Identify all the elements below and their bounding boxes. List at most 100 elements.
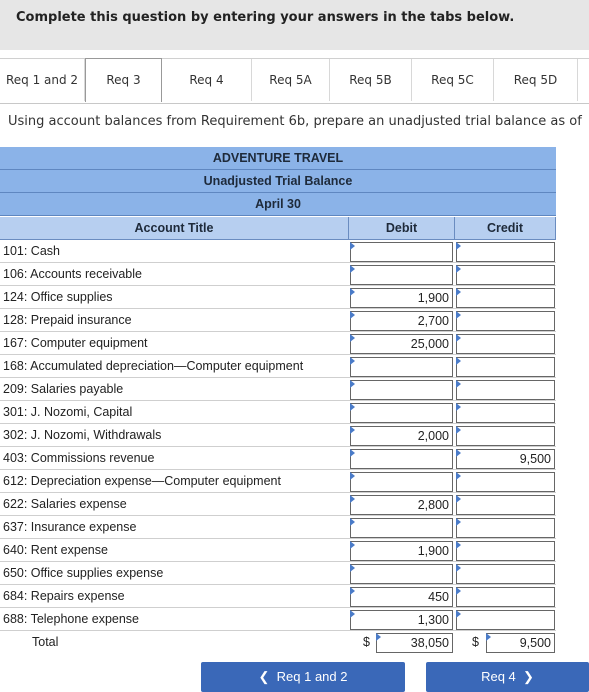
account-title-cell[interactable]: 302: J. Nozomi, Withdrawals bbox=[3, 428, 162, 442]
credit-input[interactable] bbox=[456, 541, 555, 561]
credit-input[interactable] bbox=[456, 311, 555, 331]
credit-input[interactable] bbox=[456, 426, 555, 446]
total-credit-input[interactable]: 9,500 bbox=[486, 633, 555, 653]
table-row: 124: Office supplies 1,900 bbox=[0, 286, 556, 309]
total-debit-input[interactable]: 38,050 bbox=[376, 633, 453, 653]
debit-input[interactable]: 2,000 bbox=[350, 426, 453, 446]
debit-input[interactable] bbox=[350, 449, 453, 469]
account-title-cell[interactable]: 124: Office supplies bbox=[3, 290, 113, 304]
table-row: 167: Computer equipment 25,000 bbox=[0, 332, 556, 355]
debit-input[interactable]: 450 bbox=[350, 587, 453, 607]
table-row: 168: Accumulated depreciation—Computer e… bbox=[0, 355, 556, 378]
credit-input[interactable] bbox=[456, 288, 555, 308]
debit-value: 1,300 bbox=[417, 613, 449, 627]
tab-req-5d[interactable]: Req 5D bbox=[494, 59, 578, 101]
debit-input[interactable] bbox=[350, 403, 453, 423]
cell-marker-icon bbox=[456, 587, 461, 595]
cell-marker-icon bbox=[456, 380, 461, 388]
tab-req-3[interactable]: Req 3 bbox=[85, 58, 162, 102]
debit-input[interactable] bbox=[350, 564, 453, 584]
debit-input[interactable] bbox=[350, 357, 453, 377]
account-title-cell[interactable]: 167: Computer equipment bbox=[3, 336, 148, 350]
cell-marker-icon bbox=[456, 426, 461, 434]
cell-marker-icon bbox=[456, 449, 461, 457]
debit-input[interactable] bbox=[350, 242, 453, 262]
table-row: 128: Prepaid insurance 2,700 bbox=[0, 309, 556, 332]
cell-marker-icon bbox=[350, 334, 355, 342]
debit-input[interactable] bbox=[350, 472, 453, 492]
debit-input[interactable]: 1,300 bbox=[350, 610, 453, 630]
cell-marker-icon bbox=[456, 472, 461, 480]
table-row: 101: Cash bbox=[0, 240, 556, 263]
debit-input[interactable]: 2,800 bbox=[350, 495, 453, 515]
account-title-cell[interactable]: 684: Repairs expense bbox=[3, 589, 125, 603]
credit-input[interactable] bbox=[456, 610, 555, 630]
tab-req-4[interactable]: Req 4 bbox=[162, 59, 252, 101]
column-header-credit: Credit bbox=[455, 217, 556, 240]
credit-input[interactable] bbox=[456, 472, 555, 492]
account-title-cell[interactable]: 612: Depreciation expense—Computer equip… bbox=[3, 474, 281, 488]
debit-value: 25,000 bbox=[410, 337, 449, 351]
account-title-cell[interactable]: 101: Cash bbox=[3, 244, 60, 258]
credit-input[interactable] bbox=[456, 357, 555, 377]
debit-input[interactable] bbox=[350, 265, 453, 285]
cell-marker-icon bbox=[350, 426, 355, 434]
account-title-cell[interactable]: 209: Salaries payable bbox=[3, 382, 124, 396]
credit-input[interactable] bbox=[456, 518, 555, 538]
cell-marker-icon bbox=[486, 633, 491, 641]
cell-marker-icon bbox=[456, 564, 461, 572]
credit-input[interactable]: 9,500 bbox=[456, 449, 555, 469]
table-row: 403: Commissions revenue 9,500 bbox=[0, 447, 556, 470]
account-title-cell[interactable]: 106: Accounts receivable bbox=[3, 267, 142, 281]
tab-req-1-and-2[interactable]: Req 1 and 2 bbox=[0, 59, 85, 101]
debit-input[interactable]: 25,000 bbox=[350, 334, 453, 354]
debit-value: 2,000 bbox=[417, 429, 449, 443]
instruction-header: Complete this question by entering your … bbox=[0, 0, 589, 50]
credit-input[interactable] bbox=[456, 587, 555, 607]
debit-input[interactable] bbox=[350, 380, 453, 400]
account-title-cell[interactable]: 650: Office supplies expense bbox=[3, 566, 164, 580]
debit-input[interactable]: 1,900 bbox=[350, 288, 453, 308]
credit-input[interactable] bbox=[456, 495, 555, 515]
credit-input[interactable] bbox=[456, 403, 555, 423]
credit-input[interactable] bbox=[456, 564, 555, 584]
tab-req-5c[interactable]: Req 5C bbox=[412, 59, 494, 101]
account-title-cell[interactable]: 301: J. Nozomi, Capital bbox=[3, 405, 133, 419]
total-debit-currency: $ bbox=[363, 635, 370, 649]
prev-req-button[interactable]: ❮ Req 1 and 2 bbox=[201, 662, 405, 692]
debit-value: 2,700 bbox=[417, 314, 449, 328]
credit-input[interactable] bbox=[456, 380, 555, 400]
total-credit-currency: $ bbox=[472, 635, 479, 649]
account-title-cell[interactable]: 403: Commissions revenue bbox=[3, 451, 155, 465]
total-row: Total $38,050 $9,500 bbox=[0, 631, 556, 654]
debit-value: 2,800 bbox=[417, 498, 449, 512]
tab-req-5b[interactable]: Req 5B bbox=[330, 59, 412, 101]
cell-marker-icon bbox=[456, 495, 461, 503]
cell-marker-icon bbox=[350, 472, 355, 480]
statement-title: Unadjusted Trial Balance bbox=[0, 170, 556, 193]
account-title-cell[interactable]: 622: Salaries expense bbox=[3, 497, 127, 511]
credit-input[interactable] bbox=[456, 242, 555, 262]
credit-value: 9,500 bbox=[519, 452, 551, 466]
tab-req-5a[interactable]: Req 5A bbox=[252, 59, 330, 101]
total-debit-value: 38,050 bbox=[410, 636, 449, 650]
next-req-button[interactable]: Req 4 ❯ bbox=[426, 662, 589, 692]
debit-input[interactable]: 2,700 bbox=[350, 311, 453, 331]
table-row: 684: Repairs expense 450 bbox=[0, 585, 556, 608]
cell-marker-icon bbox=[350, 449, 355, 457]
debit-input[interactable]: 1,900 bbox=[350, 541, 453, 561]
debit-input[interactable] bbox=[350, 518, 453, 538]
credit-input[interactable] bbox=[456, 334, 555, 354]
chevron-left-icon: ❮ bbox=[258, 669, 277, 684]
cell-marker-icon bbox=[350, 587, 355, 595]
cell-marker-icon bbox=[350, 265, 355, 273]
account-title-cell[interactable]: 637: Insurance expense bbox=[3, 520, 137, 534]
cell-marker-icon bbox=[350, 403, 355, 411]
column-header-account-title: Account Title bbox=[0, 217, 349, 240]
credit-input[interactable] bbox=[456, 265, 555, 285]
account-title-cell[interactable]: 128: Prepaid insurance bbox=[3, 313, 132, 327]
cell-marker-icon bbox=[456, 242, 461, 250]
account-title-cell[interactable]: 688: Telephone expense bbox=[3, 612, 139, 626]
account-title-cell[interactable]: 168: Accumulated depreciation—Computer e… bbox=[3, 359, 304, 373]
account-title-cell[interactable]: 640: Rent expense bbox=[3, 543, 108, 557]
